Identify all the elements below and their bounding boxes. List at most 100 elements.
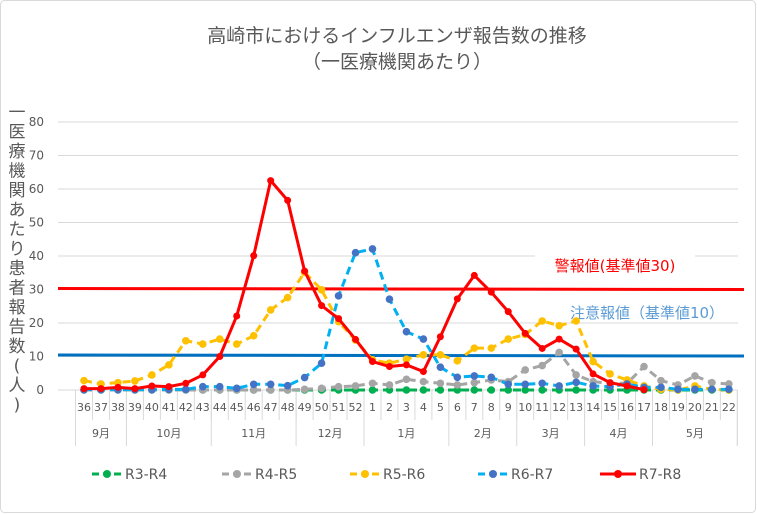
y-axis-label-char: た xyxy=(9,220,26,240)
month-label: 1月 xyxy=(397,427,415,440)
data-point xyxy=(589,370,597,378)
data-point xyxy=(198,340,207,348)
data-point xyxy=(182,385,190,394)
x-tick-label: 41 xyxy=(162,401,176,414)
data-point xyxy=(232,340,241,348)
x-tick-label: 44 xyxy=(213,401,227,414)
data-point xyxy=(504,386,513,394)
data-point xyxy=(708,378,716,387)
x-tick-label: 7 xyxy=(471,401,478,414)
x-tick-label: 42 xyxy=(179,401,193,414)
data-point xyxy=(572,317,580,325)
data-point xyxy=(419,351,428,359)
data-point xyxy=(249,380,258,389)
data-point xyxy=(436,351,445,359)
legend-marker xyxy=(361,470,369,478)
month-label: 11月 xyxy=(241,427,266,440)
data-point xyxy=(351,382,360,390)
y-axis-label-char: ) xyxy=(14,396,21,416)
y-axis-label-char: 関 xyxy=(9,181,26,201)
data-point xyxy=(453,295,461,303)
data-point xyxy=(538,379,546,388)
data-point xyxy=(521,380,530,389)
data-point xyxy=(352,335,360,343)
data-point xyxy=(198,382,207,391)
data-point xyxy=(504,308,512,316)
data-point xyxy=(233,312,241,320)
data-point xyxy=(725,380,733,388)
data-point xyxy=(334,382,343,391)
data-point xyxy=(402,327,411,336)
data-point xyxy=(470,372,479,380)
data-point xyxy=(572,386,580,394)
legend-item: R7-R8 xyxy=(600,467,681,483)
data-point xyxy=(419,386,428,394)
data-point xyxy=(708,385,716,394)
x-tick-label: 19 xyxy=(671,401,685,414)
x-tick-label: 10 xyxy=(518,401,532,414)
data-point xyxy=(249,331,258,340)
data-point xyxy=(266,306,275,314)
x-tick-label: 37 xyxy=(94,401,108,414)
legend-marker xyxy=(103,470,111,478)
y-axis-label-char: 報 xyxy=(9,298,26,318)
y-axis-label-char: あ xyxy=(9,201,26,221)
data-point xyxy=(368,245,377,253)
data-point xyxy=(555,335,563,343)
data-point xyxy=(572,345,580,353)
data-point xyxy=(301,267,309,275)
data-point xyxy=(657,383,665,392)
data-point xyxy=(572,378,580,387)
data-point xyxy=(487,373,496,382)
data-point xyxy=(368,386,377,394)
x-tick-label: 48 xyxy=(281,401,295,414)
data-point xyxy=(487,386,496,394)
y-axis-label-char: 数 xyxy=(9,337,26,357)
data-point xyxy=(182,379,190,387)
data-point xyxy=(216,353,224,360)
data-point xyxy=(317,359,326,368)
x-tick-label: 36 xyxy=(77,401,91,414)
data-point xyxy=(385,363,393,371)
month-label: 10月 xyxy=(156,427,181,440)
y-tick-label: 40 xyxy=(29,249,44,263)
x-tick-label: 1 xyxy=(369,401,376,414)
data-point xyxy=(419,368,427,376)
data-point xyxy=(504,380,513,389)
data-point xyxy=(521,386,530,394)
y-tick-label: 10 xyxy=(29,350,44,364)
legend-label: R6-R7 xyxy=(511,467,553,483)
data-point xyxy=(97,385,105,393)
data-point xyxy=(267,177,275,185)
data-point xyxy=(555,348,563,357)
data-point xyxy=(606,379,614,387)
x-tick-label: 16 xyxy=(620,401,634,414)
data-point xyxy=(453,381,462,389)
data-point xyxy=(368,379,377,388)
x-tick-label: 45 xyxy=(230,401,244,414)
data-point xyxy=(131,385,139,393)
x-tick-label: 3 xyxy=(403,401,410,414)
data-point xyxy=(589,357,597,366)
y-axis-label-char: 人 xyxy=(9,376,26,396)
threshold-line xyxy=(57,287,745,291)
month-label: 9月 xyxy=(92,427,110,440)
y-axis-label-char: 療 xyxy=(9,142,26,162)
data-point xyxy=(725,385,733,394)
y-tick-label: 80 xyxy=(29,115,44,129)
data-point xyxy=(657,376,665,385)
threshold-label-bg xyxy=(535,252,695,278)
data-point xyxy=(521,329,529,337)
data-point xyxy=(436,363,445,372)
data-point xyxy=(199,371,207,379)
data-point xyxy=(148,382,156,390)
threshold-line xyxy=(57,353,745,358)
threshold-label: 警報値(基準値30) xyxy=(555,257,676,275)
x-tick-label: 14 xyxy=(586,401,600,414)
data-point xyxy=(317,384,326,393)
data-point xyxy=(572,371,580,379)
month-label: 5月 xyxy=(686,427,704,440)
data-point xyxy=(402,355,411,363)
data-point xyxy=(165,361,173,369)
data-point xyxy=(674,385,682,394)
